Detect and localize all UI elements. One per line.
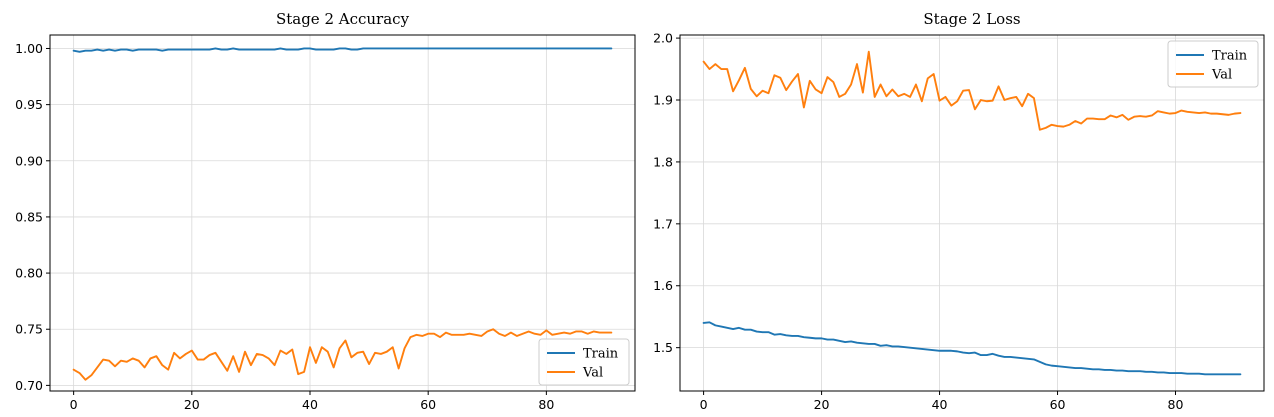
plot-frame [679, 34, 1265, 392]
series-line-val [72, 328, 613, 381]
x-tick-label: 40 [302, 397, 318, 412]
x-tick-label: 60 [1050, 397, 1066, 412]
y-tick-label: 1.6 [653, 278, 673, 293]
y-tick-label: 1.7 [653, 216, 673, 231]
legend-label-val: Val [1211, 68, 1232, 83]
y-tick-label: 1.5 [653, 340, 673, 355]
loss-panel: 0 20 40 60 80 1.5 1.6 1.7 1.8 1.9 2.0 Stage 2 Loss T… [653, 10, 1265, 412]
legend-label-train: Train [1212, 49, 1248, 64]
legend-label-train: Train [583, 347, 619, 362]
legend-label-val: Val [582, 366, 603, 381]
x-tick-label: 40 [932, 397, 948, 412]
y-tick-label: 0.75 [15, 322, 43, 337]
accuracy-panel: 0 20 40 60 80 0.70 0.75 0.80 0.85 0.90 0.95 1.00 Sta… [15, 10, 636, 412]
y-tick-label: 2.0 [653, 31, 673, 46]
x-tick-label: 0 [70, 397, 78, 412]
y-tick-label: 0.85 [15, 209, 43, 224]
series-line-train [702, 321, 1242, 376]
y-tick-label: 0.70 [15, 378, 43, 393]
chart-title: Stage 2 Loss [923, 10, 1020, 28]
y-tick-label: 0.80 [15, 266, 43, 281]
legend: Train Val [538, 338, 630, 386]
chart-title: Stage 2 Accuracy [276, 10, 410, 28]
series-line-train [72, 47, 613, 53]
x-tick-label: 20 [184, 397, 200, 412]
y-tick-label: 1.9 [653, 93, 673, 108]
x-tick-label: 60 [420, 397, 436, 412]
x-tick-label: 0 [700, 397, 708, 412]
y-tick-label: 0.95 [15, 97, 43, 112]
legend-box [1167, 40, 1259, 88]
y-tick-label: 0.90 [15, 153, 43, 168]
x-tick-label: 20 [814, 397, 830, 412]
x-tick-label: 80 [538, 397, 554, 412]
legend: Train Val [1167, 40, 1259, 88]
y-tick-label: 1.8 [653, 154, 673, 169]
y-tick-label: 1.00 [15, 41, 43, 56]
series-line-val [702, 50, 1242, 131]
x-tick-label: 80 [1168, 397, 1184, 412]
legend-box [538, 338, 630, 386]
plot-frame [49, 34, 636, 392]
